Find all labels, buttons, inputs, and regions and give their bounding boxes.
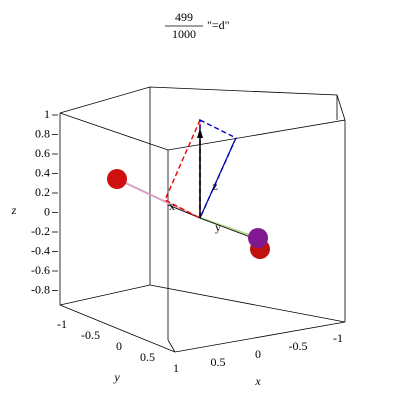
z-tick-label: 0.2: [35, 185, 50, 199]
bounding-box: [59, 86, 346, 353]
vector-label: z: [212, 179, 217, 193]
y-tick-label: 0: [116, 339, 122, 353]
y-tick-label: -0.5: [81, 328, 100, 342]
rod: [116, 178, 201, 219]
y-tick-label: 0.5: [140, 350, 155, 364]
y-tick-label: -1: [57, 317, 67, 331]
z-tick-label: 0: [44, 204, 50, 218]
z-axis-label: z: [11, 203, 17, 217]
x-axis-label: x: [254, 374, 261, 388]
vector-label: y: [215, 220, 221, 234]
title-denominator: 1000: [172, 27, 196, 41]
x-tick-label: -0.5: [289, 339, 308, 353]
x-tick-label: -1: [333, 331, 343, 345]
red-plane: [164, 119, 201, 220]
z-tick-label: 0.6: [35, 146, 50, 160]
blue-plane: [199, 118, 237, 219]
z-tick-label: 1: [44, 107, 50, 121]
arrow-head: [197, 128, 203, 138]
z-tick-label: 0.4: [35, 165, 50, 179]
y-tick-label: 1: [173, 361, 179, 375]
y-axis-label: y: [113, 370, 120, 384]
z-tick-label: -0.2: [31, 224, 50, 238]
x-tick-label: 0.5: [211, 355, 226, 369]
x-tick-label: 0: [255, 347, 261, 361]
z-tick-label: -0.6: [31, 263, 50, 277]
sphere: [107, 169, 127, 189]
sphere: [248, 228, 268, 248]
z-tick-label: -0.8: [31, 282, 50, 296]
z-tick-label: -0.4: [31, 243, 50, 257]
title-suffix: "=d": [207, 18, 230, 32]
z-tick-label: 0.8: [35, 126, 50, 140]
vector-label: x: [169, 199, 175, 213]
blue-vector: [199, 141, 235, 219]
title-numerator: 499: [175, 10, 193, 24]
